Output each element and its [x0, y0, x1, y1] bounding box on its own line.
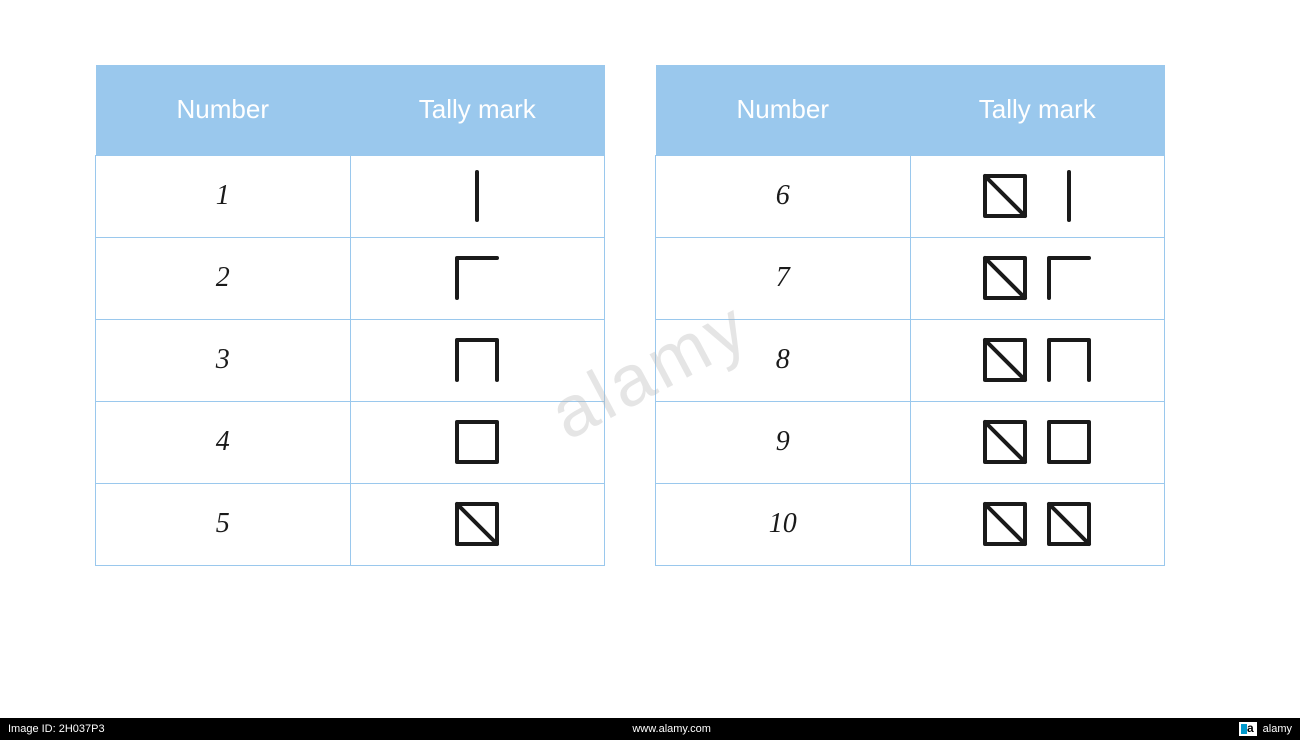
footer-image-id: Image ID: 2H037P3	[8, 723, 105, 735]
table-header: Number Tally mark	[656, 65, 1165, 155]
column-header-tally: Tally mark	[350, 65, 605, 155]
number-cell: 8	[656, 319, 911, 401]
table-body-left: 12345	[96, 155, 605, 565]
table-row: 1	[96, 155, 605, 237]
tally-mark-icon	[911, 412, 1165, 472]
footer-site: www.alamy.com	[632, 723, 711, 735]
number-cell: 9	[656, 401, 911, 483]
footer-logo: alamy	[1239, 722, 1292, 736]
tally-cell	[910, 237, 1165, 319]
tally-mark-icon	[351, 166, 605, 226]
alamy-logo-icon	[1239, 722, 1257, 736]
column-header-number: Number	[656, 65, 911, 155]
number-cell: 3	[96, 319, 351, 401]
tally-cell	[910, 319, 1165, 401]
table-row: 5	[96, 483, 605, 565]
footer-logo-text: alamy	[1263, 723, 1292, 735]
tally-mark-icon	[911, 166, 1165, 226]
tally-mark-icon	[911, 248, 1165, 308]
table-body-right: 6 7 8 9 10	[656, 155, 1165, 565]
number-cell: 6	[656, 155, 911, 237]
number-cell: 10	[656, 483, 911, 565]
number-cell: 1	[96, 155, 351, 237]
tally-table-left: Number Tally mark 12345	[95, 65, 605, 566]
column-header-tally: Tally mark	[910, 65, 1165, 155]
tally-mark-icon	[911, 494, 1165, 554]
number-cell: 2	[96, 237, 351, 319]
tally-cell	[350, 401, 605, 483]
tally-cell	[350, 155, 605, 237]
number-cell: 5	[96, 483, 351, 565]
tally-mark-icon	[351, 494, 605, 554]
table-row: 10	[656, 483, 1165, 565]
table-row: 4	[96, 401, 605, 483]
tally-mark-icon	[351, 412, 605, 472]
number-cell: 7	[656, 237, 911, 319]
tally-cell	[910, 483, 1165, 565]
tables-container: Number Tally mark 12345 Number Tally mar…	[0, 0, 1300, 631]
number-cell: 4	[96, 401, 351, 483]
table-row: 6	[656, 155, 1165, 237]
table-row: 8	[656, 319, 1165, 401]
footer-bar: Image ID: 2H037P3 www.alamy.com alamy	[0, 718, 1300, 740]
table-row: 7	[656, 237, 1165, 319]
table-row: 3	[96, 319, 605, 401]
tally-mark-icon	[351, 248, 605, 308]
table-header: Number Tally mark	[96, 65, 605, 155]
tally-mark-icon	[351, 330, 605, 390]
tally-cell	[910, 155, 1165, 237]
table-row: 2	[96, 237, 605, 319]
tally-cell	[350, 483, 605, 565]
tally-table-right: Number Tally mark 6 7 8 9 10	[655, 65, 1165, 566]
column-header-number: Number	[96, 65, 351, 155]
tally-cell	[350, 237, 605, 319]
tally-mark-icon	[911, 330, 1165, 390]
tally-cell	[350, 319, 605, 401]
tally-cell	[910, 401, 1165, 483]
table-row: 9	[656, 401, 1165, 483]
